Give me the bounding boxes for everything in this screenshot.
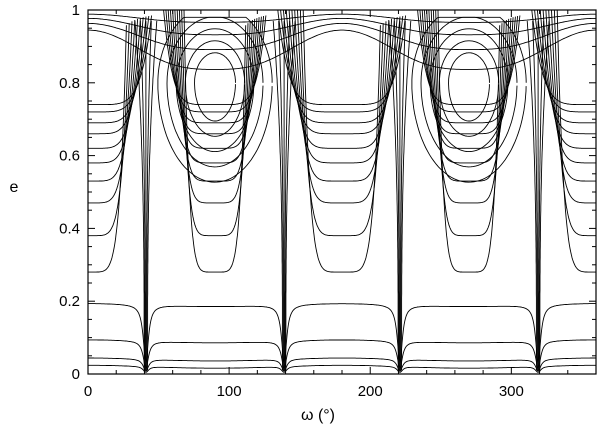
contour-separatrix — [400, 20, 406, 371]
x-tick-label: 300 — [499, 383, 524, 400]
contour-librating — [277, 9, 407, 106]
x-tick-label: 0 — [84, 383, 92, 400]
y-tick-label: 0.6 — [59, 148, 80, 165]
contour-librating — [556, 9, 596, 273]
contour-librating — [183, 9, 247, 273]
contour-island — [438, 40, 500, 137]
contour-separatrix — [139, 20, 146, 371]
contour-circulating-high — [88, 29, 596, 70]
x-axis-label: ω (°) — [301, 407, 335, 424]
contour-librating — [176, 9, 253, 182]
contour-librating — [426, 9, 512, 149]
x-tick-label: 100 — [217, 383, 242, 400]
contour-librating — [165, 9, 265, 113]
y-tick-label: 0.2 — [59, 293, 80, 310]
contour-circulating-high — [88, 13, 596, 23]
contour-circulating-high — [88, 17, 596, 36]
contour-librating — [437, 9, 501, 273]
contour-separatrix — [401, 20, 412, 371]
contour-separatrix — [526, 20, 537, 371]
y-axis-label: e — [10, 179, 19, 196]
contour-librating — [169, 9, 260, 135]
contour-librating — [88, 15, 153, 106]
contour-librating — [432, 9, 505, 204]
contour-separatrix — [539, 20, 550, 371]
contour-librating — [291, 9, 393, 164]
contour-separatrix — [134, 20, 145, 371]
contour-librating — [428, 9, 510, 164]
contour-librating — [174, 9, 256, 164]
contour-librating — [423, 9, 514, 135]
contour-circulating-low — [88, 303, 596, 364]
contour-librating — [282, 9, 401, 124]
contour-librating — [430, 9, 507, 182]
contour-librating — [299, 9, 384, 237]
contour-librating — [302, 9, 381, 273]
contour-island — [448, 52, 490, 122]
contour-librating — [435, 9, 503, 237]
contour-librating — [163, 9, 267, 106]
plot-frame — [87, 9, 597, 375]
y-tick-label: 1 — [72, 2, 80, 19]
contour-island — [157, 16, 273, 183]
tick-labels: 0 100 200 300 0 0.2 0.4 0.6 0.8 1 — [59, 2, 524, 400]
contour-circulating-low — [88, 339, 596, 369]
contour-separatrix — [388, 20, 399, 371]
contour-island — [420, 16, 518, 168]
contour-separatrix — [272, 20, 283, 371]
x-tick-label: 200 — [358, 383, 383, 400]
contour-island — [175, 28, 255, 153]
contour-librating — [181, 9, 249, 237]
contour-librating — [178, 9, 251, 204]
contour-librating — [417, 9, 521, 106]
y-tick-label: 0 — [72, 366, 80, 383]
contour-librating — [88, 18, 139, 164]
contour-librating — [294, 9, 390, 182]
contour-librating — [280, 9, 404, 113]
contour-island — [194, 52, 236, 122]
contour-separatrix — [538, 20, 545, 371]
contour-circulating-high — [88, 22, 596, 51]
contour-librating — [297, 9, 387, 204]
contour-librating — [167, 9, 262, 124]
contour-separatrix — [393, 20, 400, 371]
contour-librating — [421, 9, 516, 124]
contour-librating — [172, 9, 258, 149]
axis-ticks — [87, 9, 597, 375]
contour-librating — [534, 9, 596, 113]
contour-separatrix — [147, 20, 158, 371]
contour-separatrix — [285, 20, 296, 371]
contour-lines — [88, 9, 596, 373]
y-tick-label: 0.4 — [59, 220, 80, 237]
contour-island — [429, 28, 509, 153]
contour-librating — [88, 16, 147, 124]
contour-island — [166, 16, 264, 168]
y-tick-label: 0.8 — [59, 75, 80, 92]
contour-librating — [288, 9, 395, 149]
contour-island — [184, 40, 246, 137]
contour-separatrix — [284, 20, 291, 371]
contour-circulating-low — [88, 357, 596, 372]
contour-separatrix — [278, 20, 284, 371]
contour-librating — [419, 9, 519, 113]
contour-island — [411, 16, 527, 183]
contour-separatrix — [146, 20, 152, 371]
contour-librating — [285, 9, 398, 135]
contour-librating — [531, 9, 596, 106]
contour-separatrix — [532, 20, 538, 371]
